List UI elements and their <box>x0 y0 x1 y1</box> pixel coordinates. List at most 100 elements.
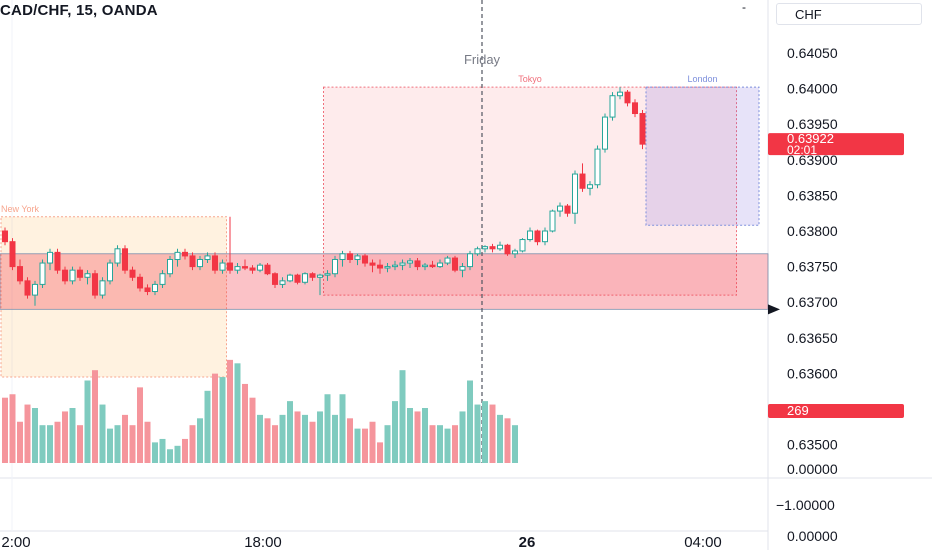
volume-bar <box>512 425 518 463</box>
volume-bar <box>92 370 98 463</box>
volume-bar <box>242 383 248 463</box>
volume-bar <box>309 421 316 463</box>
candle-body <box>122 248 128 271</box>
candle-body <box>467 253 473 268</box>
candle-body <box>137 276 143 289</box>
volume-bar <box>122 414 128 463</box>
volume-bar <box>107 428 113 463</box>
candle-body <box>107 262 113 282</box>
volume-bar <box>369 421 376 463</box>
current-volume-badge <box>768 404 904 418</box>
volume-bar <box>167 449 173 463</box>
volume-bar <box>422 408 428 463</box>
current-price-value: 0.63922 <box>787 131 834 146</box>
session-label: New York <box>1 204 40 214</box>
candle-body <box>2 230 8 243</box>
volume-bar <box>384 425 391 463</box>
volume-bar <box>399 370 406 463</box>
volume-bar <box>62 411 68 463</box>
volume-bar <box>444 428 451 463</box>
price-tick-label: 0.64000 <box>787 81 838 97</box>
candle-body <box>377 264 383 269</box>
candle-body <box>414 260 421 268</box>
candle-body <box>474 248 481 255</box>
time-tick-label: 26 <box>519 534 536 550</box>
candle-body <box>17 266 23 282</box>
candle-body <box>212 255 218 271</box>
candle-body <box>617 91 623 97</box>
volume-bar <box>189 425 196 463</box>
candle-body <box>534 230 541 243</box>
price-tick-label: 0.64050 <box>787 45 838 61</box>
volume-bar <box>257 414 263 463</box>
day-label: Friday <box>464 52 501 67</box>
candle-body <box>99 280 106 296</box>
volume-bar <box>2 397 8 463</box>
chart-title: CAD/CHF, 15, OANDA <box>0 2 158 19</box>
volume-bar <box>339 394 346 463</box>
candle-body <box>54 251 61 271</box>
volume-bar <box>264 418 271 463</box>
candle-body <box>167 258 173 275</box>
volume-bar <box>39 425 46 463</box>
volume-bar <box>294 411 301 463</box>
candle-body <box>392 264 398 268</box>
current-price-countdown: 02:01 <box>787 143 817 157</box>
volume-bar <box>219 377 226 463</box>
volume-bar <box>377 442 383 463</box>
volume-bar <box>429 425 436 463</box>
candle-body <box>144 287 151 293</box>
candle-body <box>264 264 271 275</box>
candle-body <box>257 264 263 271</box>
header-mark: - <box>742 0 746 14</box>
session-box-london <box>645 86 760 226</box>
candle-body <box>279 280 286 285</box>
volume-bar <box>392 401 398 463</box>
price-tick-label: 0.63950 <box>787 116 838 132</box>
candle-body <box>542 230 548 243</box>
time-tick-label: 04:00 <box>684 534 722 550</box>
candle-body <box>369 262 376 266</box>
candle-body <box>197 258 203 268</box>
volume-bar <box>114 425 121 463</box>
candle-body <box>459 266 466 271</box>
candle-body <box>47 251 53 264</box>
volume-bar <box>69 408 76 463</box>
candle-body <box>354 255 361 260</box>
candle-body <box>504 244 511 255</box>
candle-body <box>602 116 608 150</box>
candle-body <box>332 258 338 275</box>
candle-body <box>587 184 593 189</box>
volume-bar <box>347 418 353 463</box>
candle-body <box>92 273 98 296</box>
volume-bar <box>452 425 458 463</box>
volume-bar <box>354 428 361 463</box>
volume-bar <box>279 414 286 463</box>
candle-body <box>272 273 278 285</box>
price-tick-label: 0.63500 <box>787 437 838 453</box>
candle-body <box>564 205 571 214</box>
volume-bar <box>324 394 331 463</box>
volume-bar <box>489 404 496 463</box>
volume-bar <box>174 445 181 463</box>
candle-body <box>219 262 226 271</box>
volume-bar <box>137 387 143 463</box>
candle-body <box>32 283 38 296</box>
price-tick-label: 0.63800 <box>787 223 838 239</box>
session-box-tokyo <box>323 86 737 296</box>
volume-bar <box>504 418 511 463</box>
candle-body <box>624 91 631 104</box>
currency-selector[interactable]: CHF <box>776 3 922 25</box>
candle-body <box>572 173 578 214</box>
candle-body <box>512 250 518 255</box>
price-tick-label: 0.63700 <box>787 294 838 310</box>
time-tick-label: 18:00 <box>244 534 282 550</box>
volume-bar <box>467 380 473 463</box>
volume-bar <box>482 401 488 463</box>
candle-body <box>9 241 16 268</box>
price-tick-label: 0.63850 <box>787 187 838 203</box>
price-tick-label: 0.63750 <box>787 259 838 275</box>
volume-bar <box>407 408 413 463</box>
volume-bar <box>84 380 91 463</box>
